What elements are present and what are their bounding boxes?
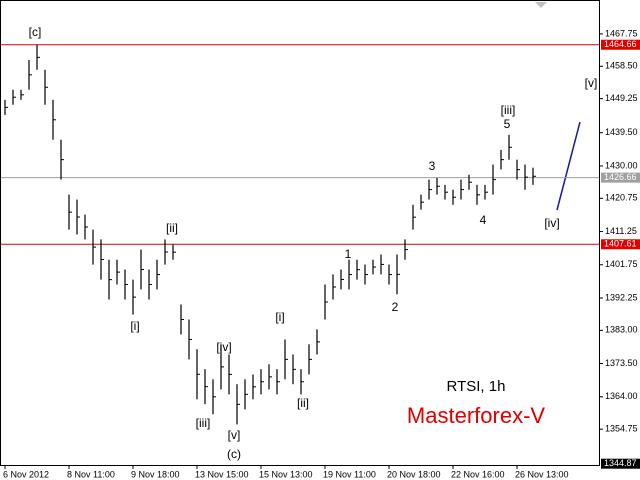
symbol-label: RTSI, 1h [447, 378, 506, 395]
price-tag [601, 458, 640, 469]
wave-label: 3 [429, 159, 436, 173]
x-tick-label: 26 Nov 13:00 [515, 469, 569, 479]
y-tick-label: 1467.75 [605, 28, 638, 38]
wave-label: 5 [504, 117, 511, 131]
x-tick-label: 19 Nov 11:00 [323, 469, 376, 479]
plot-frame [0, 0, 600, 466]
y-tick-label: 1439.50 [605, 127, 638, 137]
wave-label: [c] [29, 25, 42, 39]
y-tick-label: 1411.25 [605, 226, 637, 236]
x-tick-label: 22 Nov 16:00 [451, 469, 505, 479]
y-tick-label: 1458.50 [605, 61, 638, 71]
x-tick-label: 20 Nov 18:00 [387, 469, 441, 479]
wave-label: 2 [392, 300, 399, 314]
wave-label: 1 [345, 247, 352, 261]
price-tag-label: 1344.87 [604, 458, 637, 468]
y-tick-label: 1449.25 [605, 93, 638, 103]
price-tag [601, 39, 640, 50]
x-tick-label: 9 Nov 18:00 [131, 469, 180, 479]
wave-label: [i] [130, 319, 139, 333]
x-tick-label: 8 Nov 11:00 [67, 469, 115, 479]
wave-label: (c) [227, 447, 241, 461]
wave-label: [iii] [196, 416, 211, 430]
wave-label: [v] [585, 76, 598, 90]
wave-label: [iv] [216, 340, 231, 354]
y-tick-label: 1392.25 [605, 292, 638, 302]
y-tick-label: 1364.00 [605, 391, 638, 401]
price-tag-label: 1407.61 [604, 239, 637, 249]
y-tick-label: 1373.50 [605, 358, 638, 368]
x-tick-label: 13 Nov 15:00 [195, 469, 249, 479]
y-tick-label: 1354.75 [605, 424, 638, 434]
wave-label: [iv] [544, 216, 559, 230]
wave-label: 4 [480, 213, 487, 227]
y-tick-label: 1430.00 [605, 160, 638, 170]
shift-marker [535, 2, 547, 8]
y-tick-label: 1420.75 [605, 193, 638, 203]
x-tick-label: 6 Nov 2012 [3, 469, 49, 479]
wave-label: [iii] [501, 103, 516, 117]
price-tag-label: 1426.66 [604, 172, 637, 182]
y-tick-label: 1383.00 [605, 325, 638, 335]
x-tick-label: 15 Nov 13:00 [259, 469, 313, 479]
price-tag [601, 239, 640, 250]
watermark: Masterforex-V [407, 403, 545, 428]
price-tag [601, 172, 640, 183]
wave-label: [ii] [297, 396, 309, 410]
price-tag-label: 1464.66 [604, 39, 637, 49]
wave-label: [ii] [166, 221, 178, 235]
y-tick-label: 1401.75 [605, 259, 638, 269]
wave-label: [v] [228, 428, 241, 442]
projection-line [556, 121, 581, 211]
wave-label: [i] [275, 310, 284, 324]
